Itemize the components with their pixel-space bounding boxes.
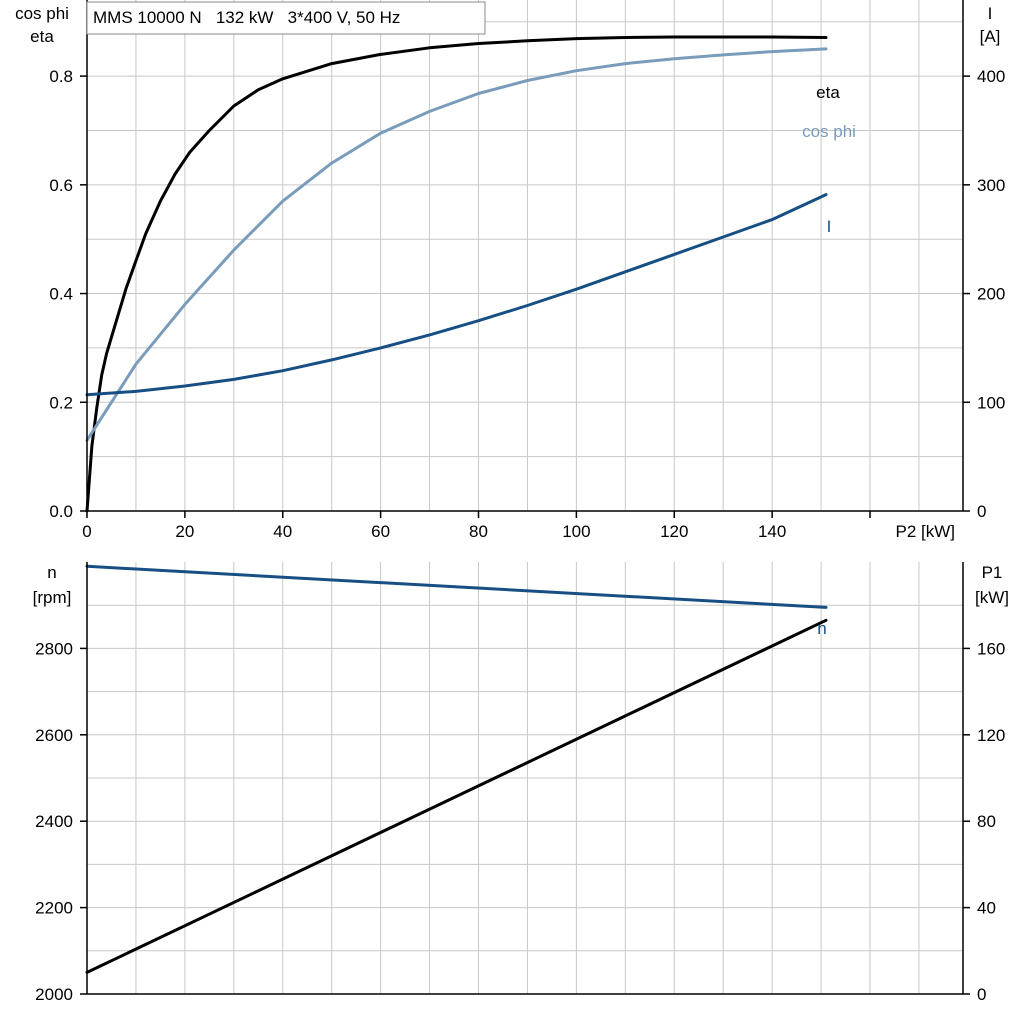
- series-label-n: n: [817, 619, 826, 638]
- left-tick-label: 2000: [35, 985, 73, 1004]
- series-labels: eta cos phi In: [802, 83, 856, 638]
- bottom-plot-series: [85, 564, 828, 974]
- x-tick-label: 0: [82, 522, 91, 541]
- x-tick-label: 60: [371, 522, 390, 541]
- x-tick-label: 120: [660, 522, 688, 541]
- right-tick-label: 80: [977, 812, 996, 831]
- series-line-cos-phi: [85, 47, 828, 442]
- left-tick-label: 0.2: [49, 393, 73, 412]
- bottom-right-axis-label-line1: P1: [982, 563, 1003, 582]
- left-tick-label: 2400: [35, 812, 73, 831]
- right-tick-label: 120: [977, 726, 1005, 745]
- left-tick-label: 2800: [35, 639, 73, 658]
- right-tick-label: 200: [977, 285, 1005, 304]
- top-right-axis-label-line1: I: [988, 4, 993, 23]
- left-tick-label: 0.0: [49, 502, 73, 521]
- top-right-axis-label-line2: [A]: [980, 27, 1001, 46]
- right-tick-label: 40: [977, 899, 996, 918]
- bottom-plot-grid: [87, 562, 963, 994]
- chart-title: MMS 10000 N 132 kW 3*400 V, 50 Hz: [93, 8, 400, 27]
- series-label-cos-phi: cos phi: [802, 122, 856, 141]
- x-tick-label: 100: [562, 522, 590, 541]
- series-line-n: [85, 564, 828, 609]
- x-tick-label: 140: [758, 522, 786, 541]
- top-plot-series: [85, 35, 828, 513]
- left-tick-label: 0.8: [49, 67, 73, 86]
- left-tick-label: 2200: [35, 899, 73, 918]
- x-tick-label: 80: [469, 522, 488, 541]
- bottom-left-axis-label-line2: [rpm]: [33, 588, 72, 607]
- right-tick-label: 300: [977, 176, 1005, 195]
- bottom-right-axis-label-line2: [kW]: [975, 588, 1009, 607]
- left-tick-label: 0.4: [49, 285, 73, 304]
- tick-labels: 0.00.20.40.60.80100200300400200022002400…: [35, 67, 1005, 1004]
- series-line-eta: [85, 35, 828, 513]
- series-line-series-1: [85, 618, 828, 974]
- series-line-i: [85, 193, 828, 397]
- left-tick-label: 0.6: [49, 176, 73, 195]
- top-left-axis-label-line2: eta: [30, 27, 54, 46]
- axes: [86, 0, 964, 995]
- x-tick-label: 40: [273, 522, 292, 541]
- right-tick-label: 0: [977, 502, 986, 521]
- top-plot-grid: [87, 0, 963, 511]
- left-tick-label: 2600: [35, 726, 73, 745]
- series-label-i: I: [827, 217, 832, 236]
- x-axis-label: P2 [kW]: [895, 522, 955, 541]
- right-tick-label: 0: [977, 985, 986, 1004]
- top-left-axis-label-line1: cos phi: [15, 4, 69, 23]
- x-tick-label: 20: [175, 522, 194, 541]
- title-box: [86, 1, 486, 35]
- right-tick-label: 160: [977, 639, 1005, 658]
- bottom-left-axis-label-line1: n: [47, 563, 56, 582]
- right-tick-label: 100: [977, 393, 1005, 412]
- right-tick-label: 400: [977, 67, 1005, 86]
- series-label-eta: eta: [816, 83, 840, 102]
